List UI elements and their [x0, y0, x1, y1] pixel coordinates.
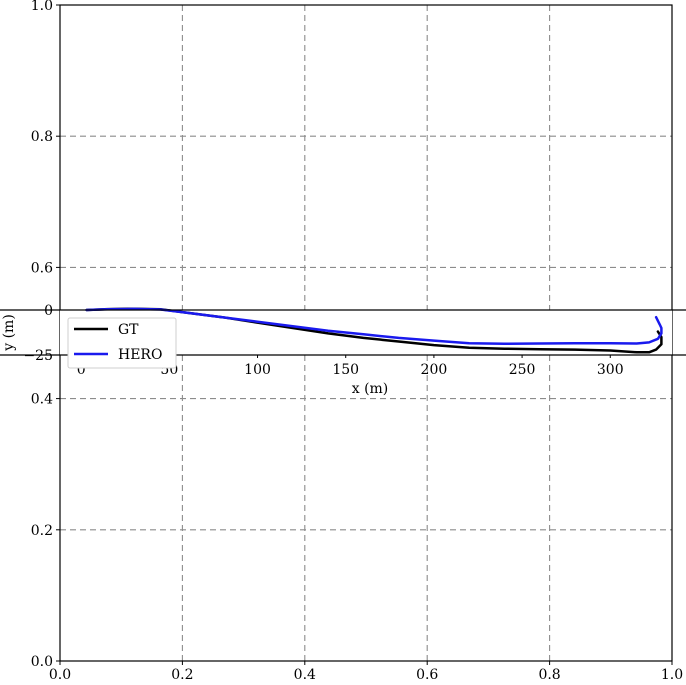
- inset-x-tick-label: 250: [509, 362, 536, 378]
- inset-y-tick-label: −25: [23, 348, 53, 364]
- inset-series-lines: [85, 307, 663, 354]
- outer-y-tick-label: 0.6: [31, 260, 53, 276]
- series-line-hero: [85, 307, 663, 346]
- inset-x-tick-label: 200: [421, 362, 448, 378]
- outer-x-tick-label: 0.2: [171, 667, 193, 683]
- outer-x-tick-label: 0.6: [416, 667, 438, 683]
- outer-x-tick-label: 1.0: [661, 667, 683, 683]
- inset-x-tick-label: 0: [77, 362, 86, 378]
- inset-y-axis-label: y (m): [1, 314, 17, 352]
- outer-y-tick-label: 0.0: [31, 654, 53, 670]
- outer-y-tick-label: 0.4: [31, 392, 53, 408]
- outer-x-tick-label: 0.4: [294, 667, 316, 683]
- outer-x-tick-label: 0.0: [49, 667, 71, 683]
- inset-x-axis-label: x (m): [352, 381, 389, 397]
- inset-y-tick-label: 0: [44, 303, 53, 319]
- outer-grid: [60, 5, 672, 661]
- outer-y-tick-label: 1.0: [31, 0, 53, 14]
- legend-label-gt: GT: [118, 322, 139, 338]
- outer-x-tick-label: 0.8: [538, 667, 560, 683]
- outer-axis-ticks: 0.0 0.2 0.4 0.6 0.8 1.0 0.0 0.2 0.4 0.6 0.8 1.0: [31, 0, 683, 683]
- inset-x-tick-label: 150: [332, 362, 359, 378]
- outer-y-tick-label: 0.2: [31, 523, 53, 539]
- inset-x-tick-label: 300: [597, 362, 624, 378]
- legend: GT HERO: [67, 317, 177, 369]
- outer-y-tick-label: 0.8: [31, 129, 53, 145]
- legend-box: [67, 317, 177, 369]
- legend-label-hero: HERO: [118, 347, 162, 363]
- inset-x-tick-label: 100: [244, 362, 271, 378]
